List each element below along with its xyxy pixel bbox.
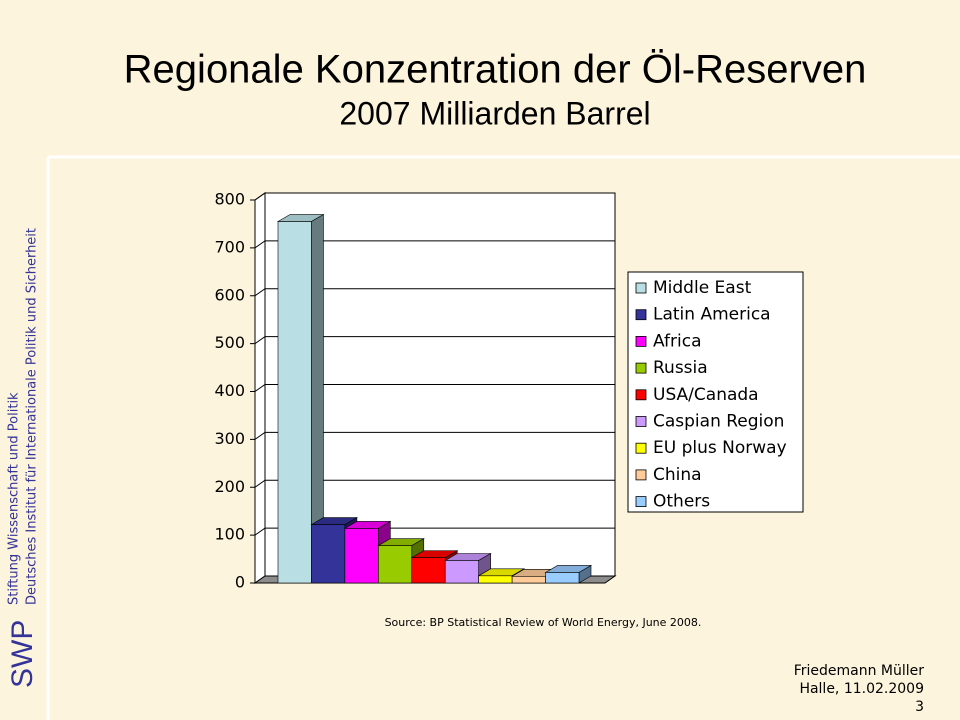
- y-tick-label: 500: [214, 333, 245, 352]
- y-tick-label: 200: [214, 477, 245, 496]
- bar-front: [277, 221, 312, 584]
- legend-label: Russia: [653, 358, 708, 378]
- y-tick-label: 300: [214, 429, 245, 448]
- page-number: 3: [915, 699, 924, 715]
- legend-label: Africa: [653, 331, 702, 351]
- legend: Middle East Latin America Africa Russia USA/…: [627, 271, 804, 513]
- bar-front: [411, 557, 446, 584]
- subtitle: 2007 Milliarden Barrel: [339, 95, 650, 131]
- org-name: Deutsches Institut für Internationale Po…: [25, 228, 40, 605]
- date: Halle, 11.02.2009: [799, 681, 924, 697]
- legend-label: Middle East: [653, 278, 752, 298]
- grid-line: [254, 527, 615, 536]
- grid-line: [254, 384, 615, 392]
- author: Friedemann Müller: [794, 663, 925, 679]
- legend-swatch: [635, 309, 647, 321]
- legend-swatch: [635, 416, 647, 427]
- org-name: Stiftung Wissenschaft und Politik: [7, 392, 22, 605]
- bar-front: [344, 528, 379, 584]
- y-tick-label: 700: [214, 237, 245, 256]
- bar: [276, 214, 325, 584]
- bar-front: [311, 524, 346, 584]
- legend-label: USA/Canada: [653, 385, 759, 405]
- grid-line: [254, 192, 615, 201]
- bar-front: [511, 575, 546, 584]
- grid-line: [254, 288, 615, 297]
- legend-box: [627, 271, 804, 513]
- grid-line: [254, 431, 615, 440]
- y-tick-label: 400: [214, 381, 245, 400]
- title: Regionale Konzentration der Öl-Reserven: [124, 48, 867, 92]
- legend-swatch: [635, 362, 647, 374]
- legend-label: EU plus Norway: [653, 438, 787, 458]
- grid-line: [254, 479, 615, 488]
- y-tick-label: 100: [214, 525, 245, 544]
- bar-front: [478, 575, 513, 584]
- bar-front: [545, 572, 580, 584]
- legend-label: Latin America: [653, 305, 771, 325]
- grid-line: [254, 336, 615, 345]
- bar: [544, 564, 593, 584]
- y-tick-label: 800: [214, 190, 245, 209]
- legend-swatch: [635, 442, 647, 454]
- logo: SWP: [6, 620, 39, 688]
- legend-swatch: [635, 469, 647, 481]
- y-tick-label: 0: [235, 573, 245, 592]
- grid-line: [254, 240, 615, 249]
- legend-swatch: [635, 282, 647, 294]
- bar-front: [378, 545, 413, 584]
- legend-label: Caspian Region: [653, 412, 784, 432]
- legend-label: Others: [653, 492, 710, 512]
- source: Source: BP Statistical Review of World E…: [385, 616, 702, 629]
- legend-label: China: [653, 465, 702, 485]
- y-tick-label: 600: [214, 285, 245, 304]
- plot: 0 100 200 300 400 500 600 700 800 Middle East Lati…: [214, 190, 804, 592]
- legend-swatch: [635, 389, 647, 401]
- legend-swatch: [635, 335, 647, 347]
- bar-front: [444, 560, 479, 584]
- legend-swatch: [635, 496, 647, 508]
